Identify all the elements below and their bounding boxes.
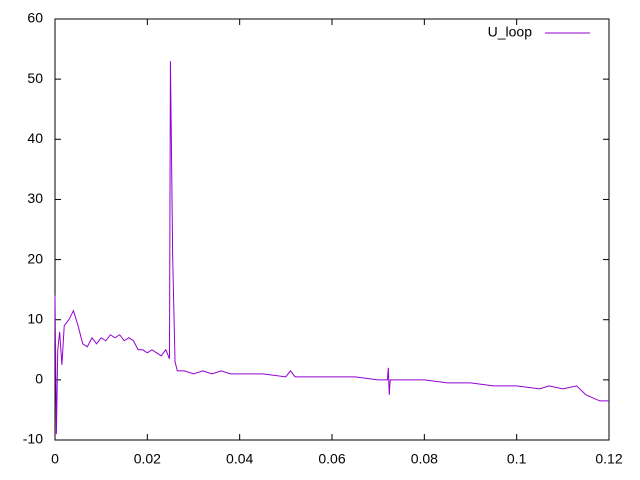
y-tick-label: 60	[27, 10, 43, 26]
x-tick-label: 0	[51, 451, 59, 467]
x-tick-label: 0.06	[318, 451, 345, 467]
x-tick-label: 0.1	[507, 451, 527, 467]
x-tick-label: 0.12	[595, 451, 622, 467]
y-tick-label: 20	[27, 250, 43, 266]
legend-label: U_loop	[488, 24, 533, 40]
y-tick-label: 10	[27, 310, 43, 326]
x-tick-label: 0.08	[411, 451, 438, 467]
x-tick-label: 0.02	[134, 451, 161, 467]
series-line	[54, 61, 609, 434]
y-tick-label: 30	[27, 190, 43, 206]
y-tick-label: 50	[27, 70, 43, 86]
y-tick-label: 40	[27, 130, 43, 146]
y-tick-label: -10	[23, 431, 43, 447]
x-tick-label: 0.04	[226, 451, 253, 467]
y-tick-label: 0	[35, 371, 43, 387]
